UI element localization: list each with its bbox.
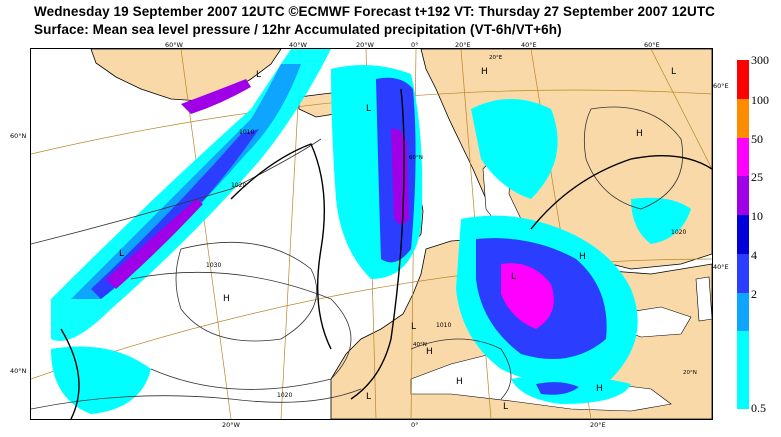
lon-label-top-4: 0° [411,41,419,49]
map-canvas: L L L L H H H H L L H L H H L 1010 1020 … [31,49,712,419]
lon-label-top-5: 20°E [455,41,471,49]
precip-band-atlantic-peak [106,199,203,289]
pressure-centre-1: L [256,70,261,80]
isobar-label-5: 1010 [436,322,451,329]
precip-band-south-core [536,382,579,395]
isobar-label-3: 1020 [277,392,292,399]
pressure-centre-9: L [411,322,416,332]
isobar-label-4: 1030 [206,262,221,269]
isobar-labels: 1010 1020 1020 1030 1010 1020 [206,129,686,399]
pressure-centre-15: L [503,402,508,412]
lon-label-top-6: 40°E [521,41,537,49]
legend-label-0: 0.5 [751,401,766,415]
inner-label-3: 20°E [489,55,503,61]
lon-label-top-2: 40°W [289,41,307,49]
legend-band-7 [737,60,749,99]
pressure-centre-4: L [119,249,124,259]
legend-band-5 [737,137,749,177]
legend-label-6: 100 [751,92,769,107]
pressure-centre-8: H [426,347,433,357]
precip-band-atlantic-mid [71,64,301,299]
pressure-centre-7: H [223,294,230,304]
legend-label-2: 4 [751,247,757,262]
legend-label-4: 25 [751,170,763,185]
precip-band-north-sea-peak [391,128,409,224]
isobars-bold [60,88,712,419]
pressure-centre-6: H [636,129,643,139]
inner-grid-labels: 60°N 40°N 20°E 20°N [409,55,697,376]
land-greenland [90,49,282,102]
pressure-centre-14: H [596,384,603,394]
title-line-1: Wednesday 19 September 2007 12UTC ©ECMWF… [34,4,716,19]
lon-label-bottom-3: 20°E [590,421,606,429]
isobar-label-6: 1020 [671,229,686,236]
legend-label-5: 50 [751,131,763,146]
legend-band-6 [737,98,749,138]
legend-band-2 [737,253,749,293]
pressure-centre-5: H [481,67,488,77]
forecast-map: L L L L H H H H L L H L H H L 1010 1020 … [30,48,713,420]
precip-band-europe-peak [501,263,554,329]
isobars [31,106,683,410]
legend-band-3 [737,215,749,254]
lon-label-top-1: 60°W [165,41,183,49]
inner-label-1: 60°N [409,155,423,161]
lat-label-left-1: 60°N [10,132,27,140]
lat-label-left-2: 40°N [10,367,27,375]
precipitation-legend [737,60,749,409]
pressure-centre-11: H [579,252,586,262]
precip-band-scand [471,99,558,199]
legend-label-1: 2 [751,286,757,301]
title-line-2: Surface: Mean sea level pressure / 12hr … [34,22,562,37]
pressure-centre-3: L [671,67,676,77]
precip-band-north [181,79,251,114]
isobar-label-2: 1020 [231,182,246,189]
pressure-centres: L L L L H H H H L L H L H H L [119,67,676,412]
precip-band-ne [631,197,691,244]
lon-label-top-7: 60°E [644,41,660,49]
inner-label-4: 20°N [683,370,697,376]
legend-band-1 [737,292,749,332]
legend-band-0 [737,331,749,409]
legend-label-7: 300 [751,53,769,67]
pressure-centre-10: L [511,272,516,282]
pressure-centre-2: L [366,104,371,114]
precip-band-west [51,346,151,414]
precipitation-layer [51,49,691,414]
pressure-centre-13: H [456,377,463,387]
lon-label-bottom-1: 20°W [222,421,240,429]
lat-label-right-1: 60°E [713,82,729,90]
pressure-centre-12: L [366,392,371,402]
lat-label-right-2: 40°E [713,263,729,271]
legend-label-3: 10 [751,209,763,224]
inner-label-2: 40°N [413,342,427,348]
legend-band-4 [737,176,749,216]
lon-label-bottom-2: 0° [411,421,419,429]
lon-label-top-3: 20°W [356,41,374,49]
sea-caspian [695,276,712,322]
isobar-label-1: 1010 [239,129,254,136]
